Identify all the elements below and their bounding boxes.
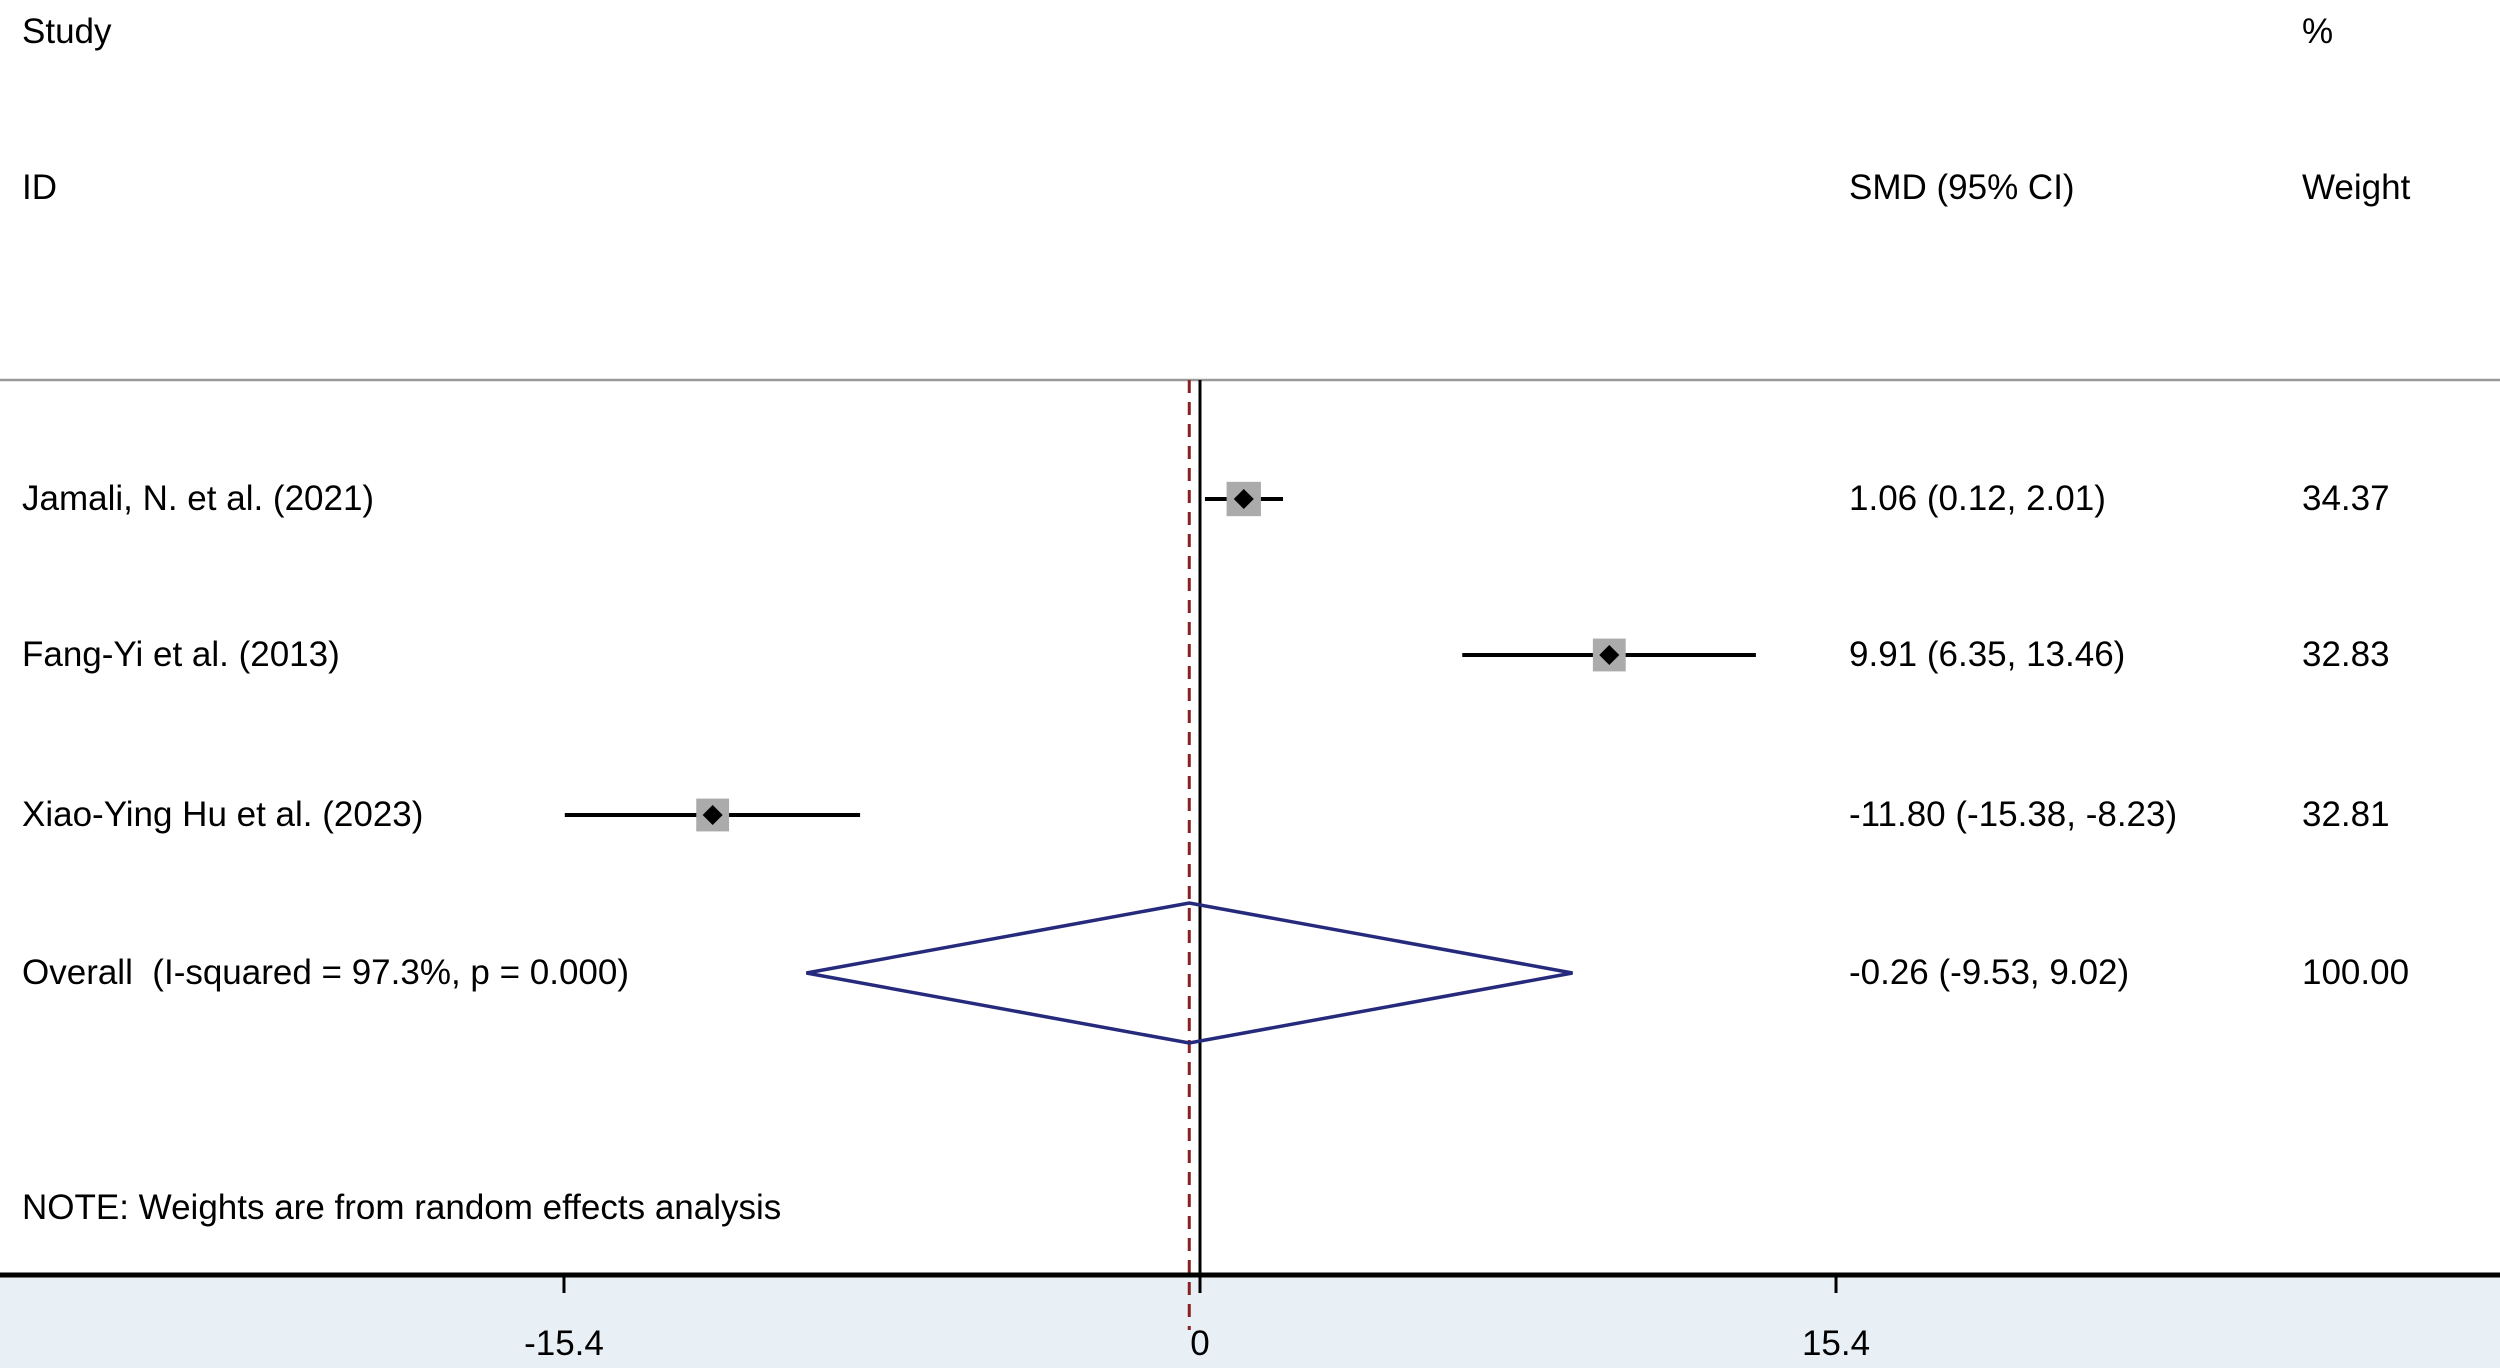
random-effects-note: NOTE: Weights are from random effects an… [22,1188,782,1227]
smd-ci-value: -11.80 (-15.38, -8.23) [1849,795,2178,834]
point-estimate-marker [702,805,723,825]
axis-tick-label: 0 [1190,1324,1210,1363]
weight-value: 34.37 [2302,479,2390,518]
column-header-percent: % [2302,12,2334,51]
axis-tick-label: 15.4 [1801,1324,1871,1363]
point-estimate-marker [1599,645,1620,665]
study-label: Fang-Yi et al. (2013) [22,635,340,674]
smd-ci-value: 1.06 (0.12, 2.01) [1849,479,2106,518]
point-estimate-marker [1233,489,1254,509]
study-label: Xiao-Ying Hu et al. (2023) [22,795,424,834]
axis-tick-label: -15.4 [524,1324,604,1363]
column-header-smd-ci: SMD (95% CI) [1849,168,2075,207]
axis-footer-band [0,1275,2500,1368]
weight-value: 100.00 [2302,953,2410,992]
weight-value: 32.83 [2302,635,2390,674]
column-header-id: ID [22,168,57,207]
weight-value: 32.81 [2302,795,2390,834]
column-header-study: Study [22,12,112,51]
study-label: Jamali, N. et al. (2021) [22,479,375,518]
smd-ci-value: 9.91 (6.35, 13.46) [1849,635,2126,674]
smd-ci-value: -0.26 (-9.53, 9.02) [1849,953,2130,992]
overall-label: Overall (I-squared = 97.3%, p = 0.000) [22,953,629,992]
overall-diamond [806,901,1573,1045]
column-header-weight: Weight [2302,168,2411,207]
